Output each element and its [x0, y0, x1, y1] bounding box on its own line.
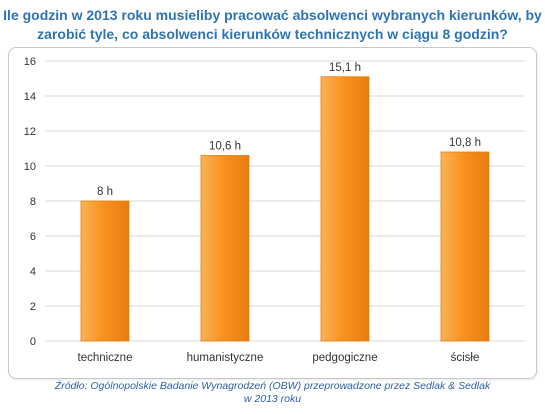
source-note: Źródło: Ogólnopolskie Badanie Wynagrodze…	[0, 380, 545, 406]
x-tick-label-2: humanistyczne	[187, 352, 264, 364]
data-label-3: 15,1 h	[329, 62, 361, 74]
y-tick-label: 10	[24, 161, 36, 173]
y-tick-label: 16	[24, 56, 36, 68]
bar-2	[200, 155, 250, 342]
y-tick-label: 2	[30, 301, 36, 313]
bar-4	[440, 151, 490, 342]
y-axis-tick-labels: 0 2 4 6 8 10 12 14 16	[24, 56, 36, 348]
data-labels: 8 h 10,6 h 15,1 h 10,8 h	[97, 62, 481, 198]
source-note-line-1: Źródło: Ogólnopolskie Badanie Wynagrodze…	[54, 380, 491, 392]
y-tick-label: 14	[24, 91, 36, 103]
x-tick-label-1: techniczne	[78, 352, 133, 364]
bar-3	[320, 76, 370, 342]
y-tick-label: 6	[30, 231, 36, 243]
x-tick-label-3: pedgogiczne	[312, 352, 377, 364]
y-tick-label: 8	[30, 196, 36, 208]
y-tick-label: 12	[24, 126, 36, 138]
bar-1	[80, 200, 130, 342]
chart-title: Ile godzin w 2013 roku musieliby pracowa…	[0, 6, 545, 44]
y-tick-label: 0	[30, 336, 36, 348]
x-tick-label-4: ścisłe	[451, 352, 480, 364]
x-axis-tick-labels: techniczne humanistyczne pedgogiczne ścisłe	[78, 352, 480, 364]
bars	[80, 76, 490, 342]
y-tick-label: 4	[30, 266, 36, 278]
data-label-1: 8 h	[97, 186, 113, 198]
data-label-2: 10,6 h	[209, 141, 241, 153]
source-note-line-2: w 2013 roku	[243, 393, 302, 405]
data-label-4: 10,8 h	[449, 137, 481, 149]
chart-title-line-2: zarobić tyle, co absolwenci kierunków te…	[37, 26, 508, 42]
chart-title-line-1: Ile godzin w 2013 roku musieliby pracowa…	[3, 7, 542, 23]
